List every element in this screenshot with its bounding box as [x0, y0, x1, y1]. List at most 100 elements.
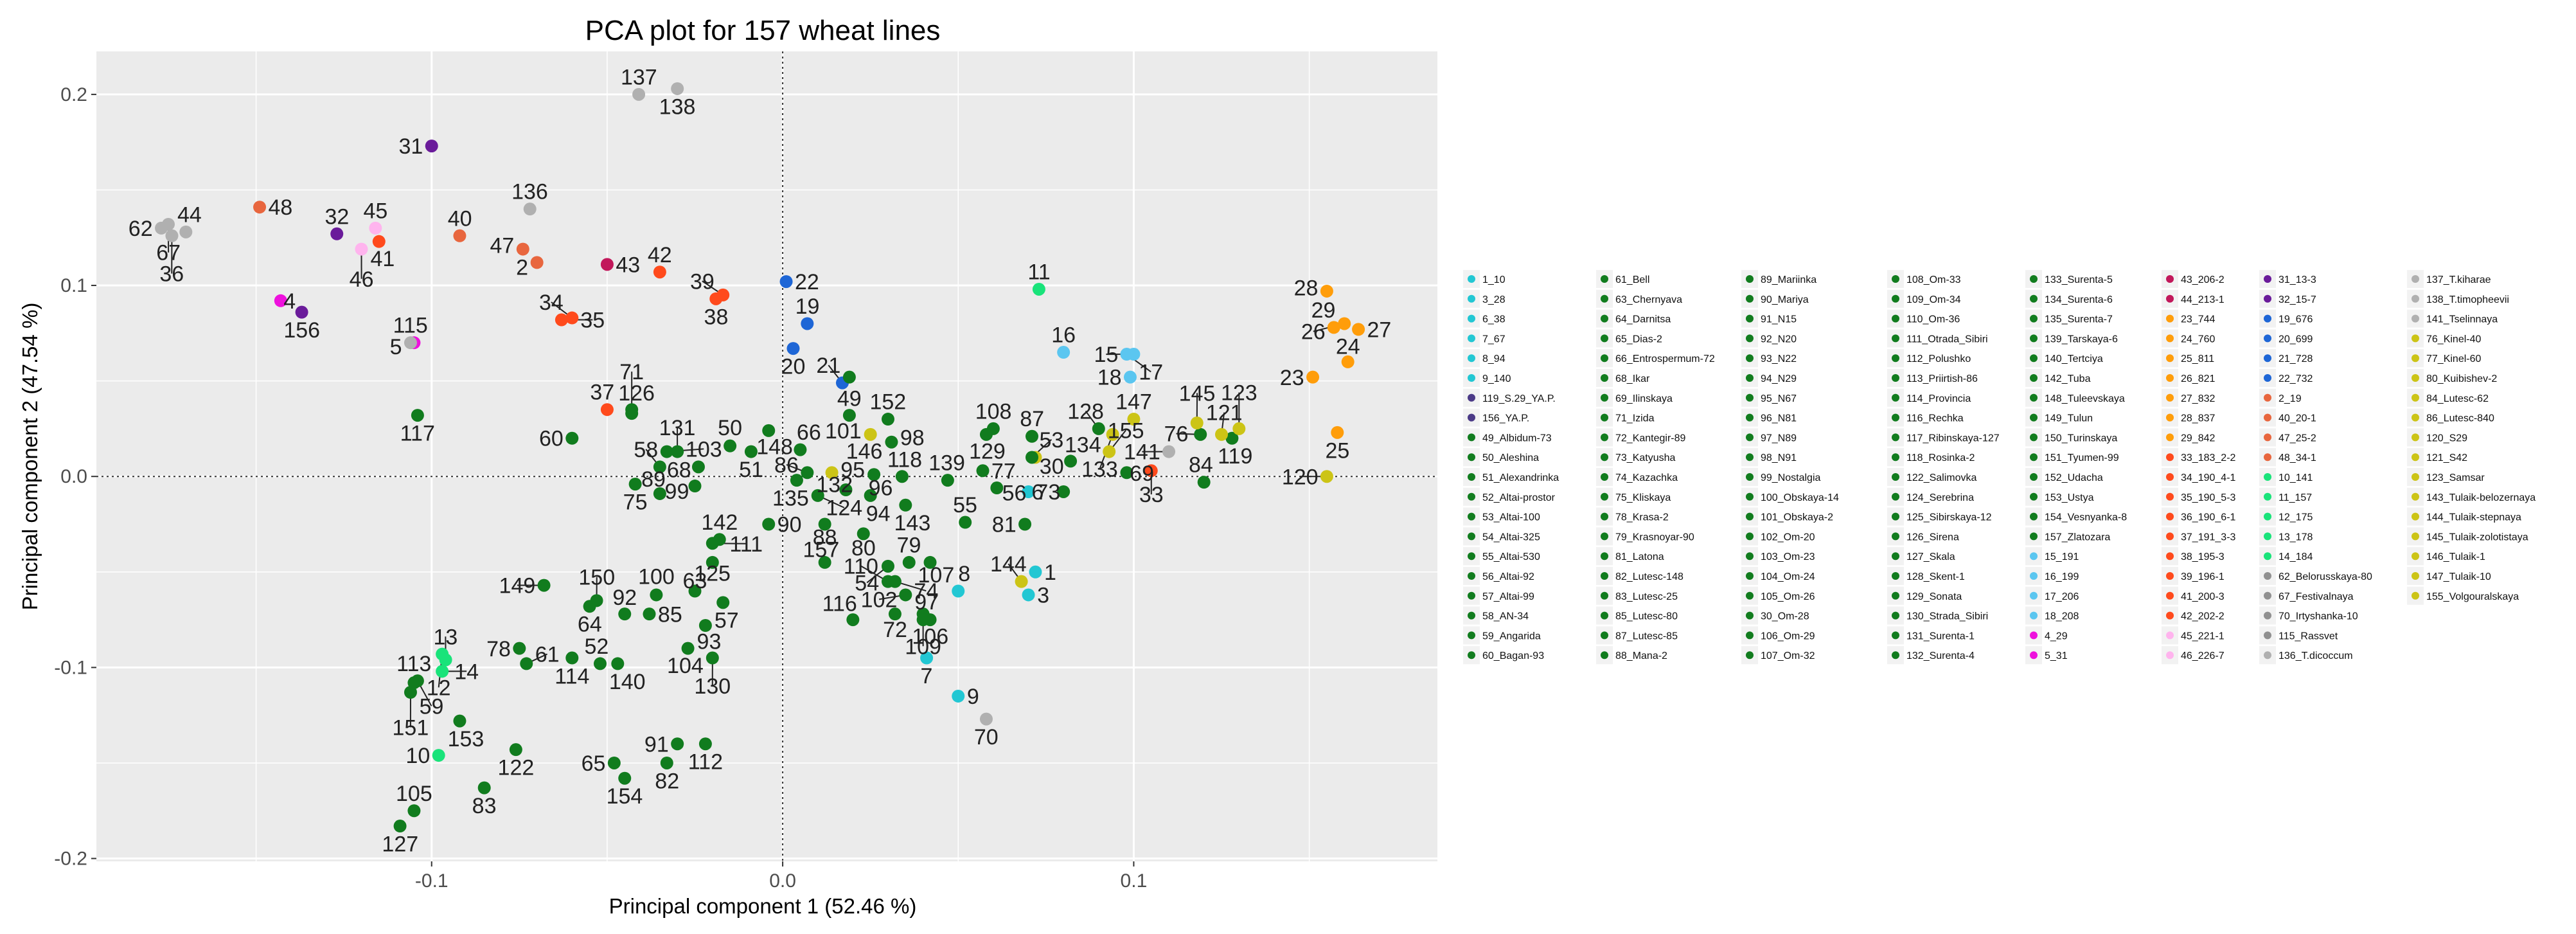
legend-swatch [1468, 413, 1475, 422]
data-point [1144, 464, 1158, 478]
legend-swatch [1746, 532, 1754, 541]
legend-label: 56_Altai-92 [1482, 571, 1534, 582]
legend-swatch [2030, 591, 2038, 600]
data-point [899, 588, 912, 602]
point-label: 130 [694, 674, 731, 699]
point-label: 131 [659, 416, 696, 440]
point-label: 58 [634, 438, 658, 462]
legend-swatch [2166, 453, 2174, 462]
legend-label: 152_Udacha [2045, 472, 2103, 483]
legend-swatch [1601, 354, 1608, 363]
data-point [425, 139, 438, 153]
data-point [439, 653, 452, 667]
point-label: 36 [159, 262, 184, 287]
point-label: 123 [1221, 381, 1257, 406]
legend-label: 7_67 [1482, 334, 1506, 345]
legend-swatch [1468, 651, 1475, 660]
data-point [618, 607, 632, 621]
point-label: 10 [405, 744, 430, 768]
legend-label: 85_Lutesc-80 [1615, 611, 1678, 622]
point-label: 119 [1218, 444, 1252, 469]
y-tick-label: 0.0 [60, 466, 87, 487]
point-label: 81 [992, 512, 1017, 537]
legend-label: 57_Altai-99 [1482, 591, 1534, 602]
legend-label: 11_157 [2278, 492, 2312, 503]
legend-swatch [2166, 611, 2174, 620]
data-point [1057, 346, 1070, 359]
legend-swatch [1746, 314, 1754, 323]
legend-swatch [2030, 334, 2038, 343]
legend-label: 82_Lutesc-148 [1615, 571, 1683, 582]
legend-swatch [2264, 473, 2271, 481]
legend: 1_10 3_28 6_38 7_67 8_94 9_140 119_S.29_YA.P. 1… [1463, 270, 2536, 665]
legend-swatch [2264, 275, 2271, 283]
legend-label: 20_699 [2278, 334, 2313, 345]
legend-swatch [2166, 314, 2174, 323]
point-label: 18 [1097, 366, 1122, 390]
data-point [404, 686, 417, 699]
legend-swatch [1892, 611, 1899, 620]
point-label: 60 [539, 427, 564, 451]
point-label: 11 [1027, 260, 1050, 285]
legend-label: 28_837 [2181, 413, 2215, 424]
legend-swatch [2412, 591, 2419, 600]
data-point [625, 407, 639, 420]
data-point [600, 258, 614, 271]
y-axis-ticks: 0.2 0.1 0.0 -0.1 -0.2 [54, 84, 96, 870]
data-point [1338, 317, 1351, 330]
data-point [407, 804, 421, 818]
point-label: 3 [1037, 583, 1049, 607]
data-point [1092, 422, 1105, 435]
point-label: 12 [427, 676, 451, 700]
legend-swatch [1746, 275, 1754, 283]
legend-swatch [1468, 354, 1475, 363]
legend-label: 50_Aleshina [1482, 453, 1539, 463]
legend-label: 134_Surenta-6 [2045, 294, 2113, 305]
data-point [1123, 370, 1137, 384]
legend-swatch [1601, 453, 1608, 462]
plot-panel [96, 51, 1437, 861]
legend-label: 21_728 [2278, 354, 2313, 364]
y-axis-title: Principal component 2 (47.54 %) [18, 303, 42, 611]
point-label: 137 [621, 65, 657, 89]
data-point [881, 575, 894, 588]
legend-label: 118_Rosinka-2 [1906, 453, 1975, 463]
legend-swatch [1468, 314, 1475, 323]
data-point [881, 413, 894, 426]
point-label: 16 [1051, 323, 1076, 348]
data-point [902, 555, 916, 569]
legend-swatch [2412, 374, 2419, 382]
legend-swatch [1601, 591, 1608, 600]
point-label: 9 [967, 685, 979, 709]
data-point [801, 466, 814, 480]
point-label: 69 [1130, 462, 1154, 486]
point-label: 65 [582, 751, 606, 776]
legend-swatch [2264, 294, 2271, 303]
data-point [1120, 348, 1133, 361]
legend-label: 58_AN-34 [1482, 611, 1529, 622]
data-point [916, 613, 930, 627]
legend-swatch [1892, 591, 1899, 600]
data-point [513, 642, 526, 655]
point-label: 7 [921, 664, 933, 688]
legend-label: 55_Altai-530 [1482, 552, 1540, 562]
legend-label: 48_34-1 [2278, 453, 2316, 463]
point-label: 128 [1067, 399, 1104, 424]
legend-swatch [2264, 433, 2271, 442]
data-point [632, 87, 646, 101]
data-point [842, 370, 856, 384]
data-point [790, 474, 803, 487]
point-label: 29 [1311, 298, 1336, 323]
legend-label: 153_Ustya [2045, 492, 2094, 503]
legend-label: 67_Festivalnaya [2278, 591, 2354, 602]
legend-label: 126_Sirena [1906, 532, 1959, 543]
point-label: 63 [683, 569, 707, 593]
point-label: 141 [1124, 440, 1160, 465]
legend-swatch [1892, 631, 1899, 640]
data-point [688, 584, 702, 598]
point-label: 109 [905, 634, 941, 659]
x-axis-title: Principal component 1 (52.46 %) [609, 894, 917, 918]
legend-swatch [2264, 611, 2271, 620]
point-label: 152 [869, 390, 906, 415]
legend-label: 75_Kliskaya [1615, 492, 1671, 503]
